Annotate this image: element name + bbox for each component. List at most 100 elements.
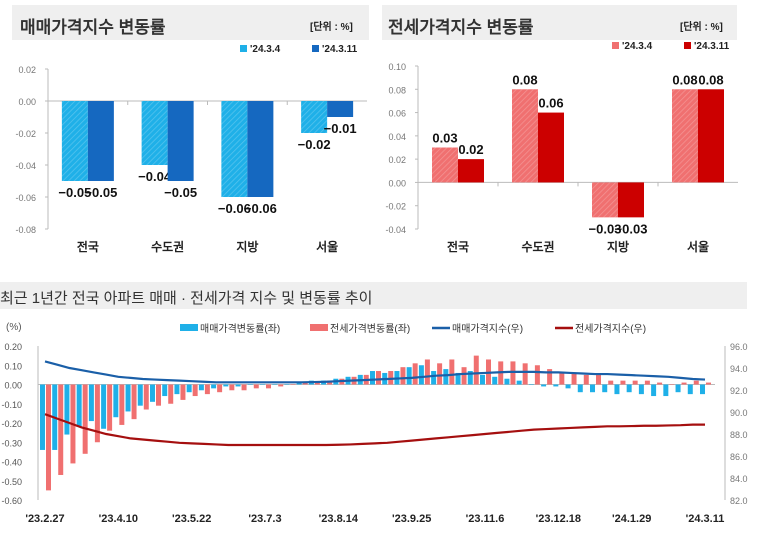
data-label: −0.04	[138, 169, 172, 184]
right-tick-label: 94.0	[730, 364, 748, 374]
category-label: 지방	[607, 239, 629, 254]
legend-label: '24.3.11	[322, 44, 358, 55]
weekly-bar	[217, 384, 223, 393]
y-tick-label: 0.00	[388, 178, 406, 188]
y-tick-label: -0.08	[15, 225, 36, 235]
data-label: 0.08	[672, 72, 697, 87]
weekly-bar	[143, 384, 149, 410]
weekly-bar	[314, 382, 320, 385]
x-tick-label: '24.1.29	[612, 513, 651, 525]
weekly-bar	[431, 371, 437, 385]
trend-chart-header	[0, 282, 747, 309]
legend-swatch	[240, 45, 247, 52]
weekly-bar	[553, 384, 559, 387]
sale-chart-header	[12, 5, 369, 40]
weekly-bar	[443, 369, 449, 385]
weekly-bar	[437, 363, 443, 385]
y-tick-label: 0.06	[388, 109, 406, 119]
weekly-bar	[290, 384, 296, 385]
left-tick-label: -0.50	[1, 477, 22, 487]
bar-hatch	[221, 101, 248, 197]
weekly-bar	[492, 376, 498, 385]
weekly-bar	[571, 372, 577, 385]
right-tick-label: 86.0	[730, 452, 748, 462]
sale-chart-title: 매매가격지수 변동률	[20, 18, 166, 37]
bar-hatch	[141, 101, 168, 165]
legend-label: 매매가격변동률(좌)	[200, 322, 280, 335]
weekly-bar	[278, 384, 284, 387]
weekly-bar	[180, 384, 186, 400]
weekly-bar	[186, 384, 192, 393]
data-label: −0.06	[218, 201, 251, 216]
weekly-bar	[94, 384, 100, 443]
weekly-bar	[620, 380, 626, 385]
weekly-bar	[58, 384, 64, 475]
right-tick-label: 96.0	[730, 342, 748, 352]
weekly-bar	[663, 384, 669, 397]
data-label: −0.03	[589, 221, 622, 236]
left-tick-label: -0.60	[1, 496, 22, 506]
index-line	[44, 360, 706, 384]
bar	[247, 101, 274, 197]
weekly-bar	[449, 359, 455, 385]
jeonse-chart-header	[382, 5, 737, 40]
y-tick-label: 0.02	[388, 155, 406, 165]
weekly-bar	[223, 384, 229, 387]
weekly-bar	[626, 384, 632, 393]
bar-hatch	[512, 89, 538, 183]
data-label: −0.01	[324, 121, 357, 136]
legend-swatch	[312, 45, 319, 52]
y-tick-label: -0.04	[15, 161, 36, 171]
weekly-bar	[669, 384, 675, 385]
legend-label: 매매가격지수(우)	[452, 322, 523, 335]
left-tick-label: -0.10	[1, 400, 22, 410]
weekly-bar	[162, 384, 168, 397]
y-tick-label: 0.00	[18, 97, 36, 107]
weekly-bar	[235, 384, 241, 387]
weekly-bar	[608, 380, 614, 385]
data-label: −0.06	[244, 201, 277, 216]
bar-hatch	[61, 101, 88, 181]
weekly-bar	[651, 384, 657, 397]
weekly-bar	[107, 384, 113, 431]
bar-hatch	[592, 182, 618, 218]
data-label: −0.02	[298, 137, 331, 152]
weekly-bar	[400, 367, 406, 385]
weekly-bar	[113, 384, 119, 418]
category-label: 수도권	[151, 240, 184, 254]
weekly-bar	[559, 372, 565, 385]
bar-hatch	[432, 147, 458, 183]
bar	[538, 112, 564, 183]
weekly-bar	[253, 384, 259, 389]
weekly-bar	[266, 384, 271, 389]
bar	[698, 89, 724, 183]
weekly-bar	[131, 384, 137, 420]
category-label: 전국	[447, 239, 469, 254]
weekly-bar	[541, 384, 547, 387]
x-tick-label: '23.7.3	[248, 513, 281, 525]
weekly-bar	[687, 384, 693, 395]
weekly-bar	[137, 384, 143, 406]
right-tick-label: 88.0	[730, 430, 748, 440]
right-tick-label: 90.0	[730, 408, 748, 418]
legend-label: '24.3.11	[694, 41, 730, 52]
category-label: 서울	[316, 239, 338, 254]
weekly-bar	[590, 384, 595, 393]
weekly-bar	[480, 374, 485, 385]
weekly-bar	[565, 384, 571, 389]
data-label: −0.05	[84, 185, 117, 200]
weekly-bar	[706, 382, 711, 385]
weekly-bar	[64, 384, 70, 435]
weekly-bar	[614, 384, 620, 395]
legend-swatch	[612, 42, 619, 49]
y-tick-label: 0.02	[18, 65, 36, 75]
y-tick-label: 0.10	[388, 62, 406, 72]
weekly-bar	[168, 384, 174, 404]
bar	[458, 159, 484, 183]
weekly-bar	[455, 372, 461, 385]
weekly-bar	[204, 384, 210, 395]
right-tick-label: 84.0	[730, 474, 748, 484]
legend-label: 전세가격지수(우)	[575, 322, 646, 335]
legend-swatch	[310, 324, 328, 331]
